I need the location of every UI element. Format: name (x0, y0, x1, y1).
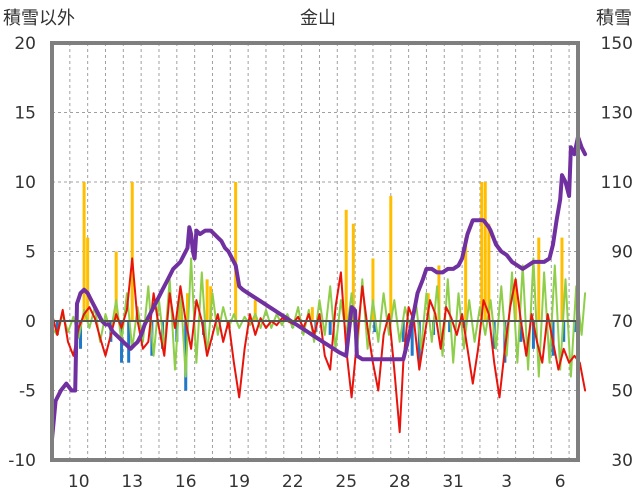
right-tick-label: 110 (601, 173, 633, 193)
negative-bar (410, 321, 414, 356)
precipitation-bar (186, 293, 190, 321)
right-tick-label: 30 (611, 451, 633, 471)
left-tick-label: -5 (19, 382, 36, 402)
precipitation-bar (344, 209, 348, 321)
negative-bar (417, 321, 421, 363)
right-tick-label: 70 (611, 312, 633, 332)
x-tick-label: 22 (282, 472, 304, 492)
chart-title: 金山 (300, 8, 336, 29)
negative-bar (519, 321, 523, 342)
left-tick-label: 0 (25, 312, 36, 332)
x-tick-label: 3 (501, 472, 512, 492)
left-axis-ticks: 20 15 10 5 0 -5 -10 (8, 34, 36, 471)
temperature-line (51, 257, 587, 434)
negative-bar (328, 321, 332, 335)
x-axis-ticks: 10 13 16 19 22 25 28 31 3 6 (68, 472, 566, 492)
precipitation-bar (130, 182, 134, 321)
negative-bar (55, 321, 59, 335)
right-axis-ticks: 150 130 110 90 70 50 30 (601, 34, 633, 471)
precipitation-bar (437, 265, 441, 321)
precipitation-bar (560, 237, 564, 321)
x-tick-label: 10 (68, 472, 90, 492)
left-tick-label: -10 (8, 451, 36, 471)
negative-bar (373, 321, 377, 333)
plot-frame (50, 41, 580, 462)
precipitation-bar (86, 237, 90, 321)
x-tick-label: 25 (335, 472, 357, 492)
negative-bar (127, 321, 131, 363)
x-tick-label: 31 (442, 472, 464, 492)
x-tick-label: 19 (228, 472, 250, 492)
negative-bar (448, 321, 452, 333)
negative-bar (531, 321, 535, 349)
left-tick-label: 5 (25, 243, 36, 263)
precipitation-bar (537, 237, 541, 321)
negative-bar (562, 321, 566, 342)
precipitation-bar (371, 258, 375, 321)
x-tick-label: 6 (555, 472, 566, 492)
left-axis-title: 積雪以外 (3, 8, 75, 29)
right-tick-label: 150 (601, 34, 633, 54)
negative-bar (401, 321, 405, 342)
left-tick-label: 10 (14, 173, 36, 193)
left-tick-label: 20 (14, 34, 36, 54)
precipitation-bar (205, 279, 209, 321)
precipitation-bar (389, 195, 393, 321)
precipitation-bar (487, 223, 491, 321)
precipitation-bar (253, 300, 257, 321)
right-tick-label: 90 (611, 243, 633, 263)
precipitation-bar (514, 279, 518, 321)
precipitation-bar (464, 237, 468, 321)
line-series (50, 134, 588, 442)
snow-depth-line (50, 134, 588, 442)
precipitation-bar (351, 223, 355, 321)
precipitation-bar (483, 182, 487, 321)
left-tick-label: 15 (14, 104, 36, 124)
precipitation-bar (178, 293, 182, 321)
x-tick-label: 28 (389, 472, 411, 492)
precipitation-bar (480, 182, 484, 321)
right-tick-label: 130 (601, 104, 633, 124)
right-axis-title: 積雪 (596, 8, 632, 29)
x-tick-label: 16 (175, 472, 197, 492)
precipitation-bar (234, 182, 238, 321)
x-tick-label: 13 (121, 472, 143, 492)
precipitation-bar (310, 307, 314, 321)
precipitation-bar (82, 182, 86, 321)
precipitation-bar (114, 251, 118, 321)
right-tick-label: 50 (611, 382, 633, 402)
negative-bar (79, 321, 83, 349)
